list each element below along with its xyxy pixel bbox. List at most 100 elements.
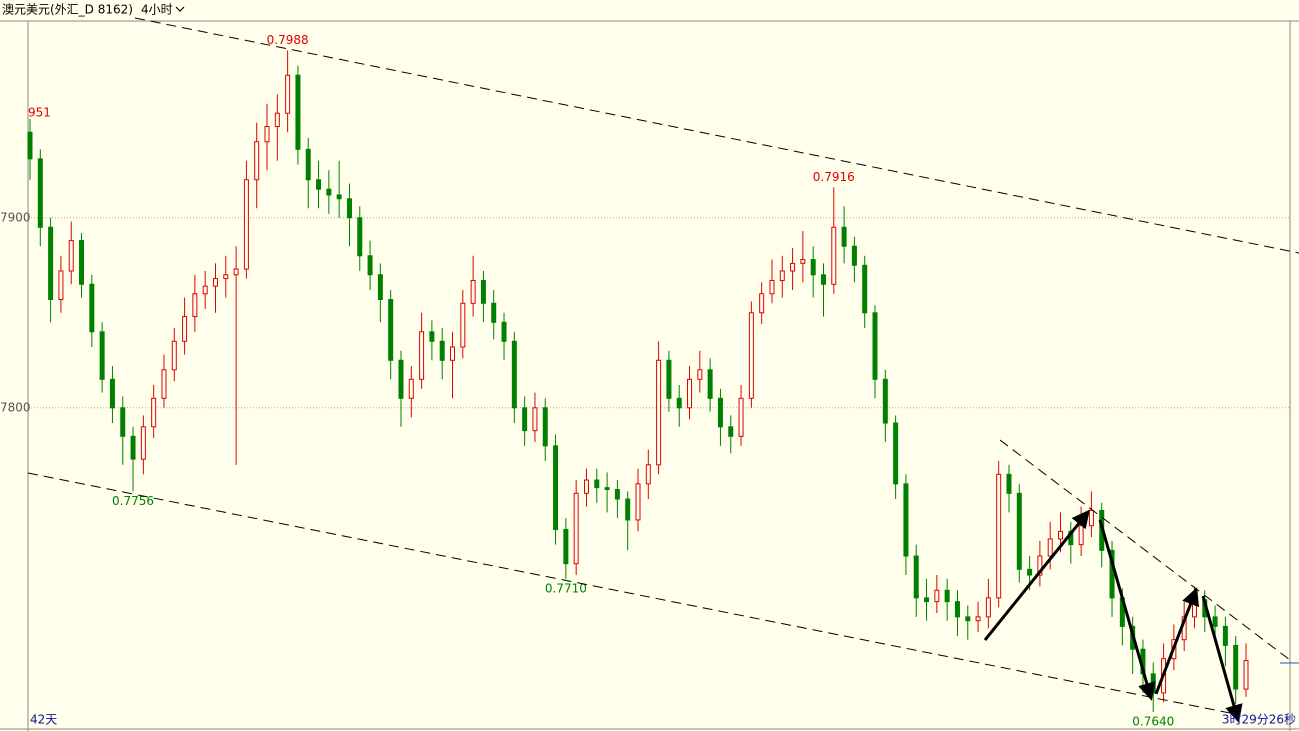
symbol-label: 澳元美元(外汇_D 8162) <box>2 3 133 17</box>
candle-body <box>346 198 352 219</box>
candle-body <box>831 226 837 285</box>
side-label: 951 <box>28 106 51 120</box>
footer-left: 42天 <box>30 713 57 727</box>
candle-body <box>573 492 579 565</box>
candle-body <box>965 616 971 622</box>
candle-body <box>264 126 270 143</box>
candle-body <box>748 312 754 399</box>
candle-body <box>419 331 425 380</box>
candle-body <box>182 316 188 342</box>
candle-body <box>27 131 33 160</box>
arrows <box>983 509 1243 723</box>
candle-body <box>934 589 940 603</box>
price-annotation: 0.7756 <box>112 494 154 508</box>
candle-body <box>295 74 301 150</box>
header-bar <box>0 0 1299 20</box>
candle-body <box>676 397 682 409</box>
candle-body <box>501 321 507 342</box>
trend-lines <box>27 17 1299 716</box>
footer-right: 3时29分26秒 <box>1222 713 1296 727</box>
candle-body <box>68 240 74 272</box>
candle-body <box>666 359 672 399</box>
candle-body <box>563 528 569 565</box>
candle-body <box>820 274 826 285</box>
candle-body <box>223 274 229 280</box>
candle-body <box>460 302 466 348</box>
candle-body <box>58 270 64 300</box>
candle-body <box>305 148 311 181</box>
candle-body <box>243 179 249 270</box>
candle-body <box>975 616 981 622</box>
y-tick-label: 7800 <box>0 400 31 414</box>
candle-body <box>1006 473 1012 494</box>
candle-body <box>377 274 383 300</box>
candle-body <box>954 601 960 618</box>
candle-body <box>810 259 816 276</box>
candle-body <box>985 597 991 618</box>
candle-body <box>233 268 239 276</box>
candle-body <box>553 445 559 530</box>
candle-body <box>862 264 868 314</box>
candle-body <box>408 378 414 399</box>
candle-body <box>1233 644 1239 690</box>
price-annotation: 0.7988 <box>267 33 309 47</box>
candle-body <box>480 279 486 304</box>
candle-body <box>769 279 775 295</box>
candle-body <box>212 278 218 287</box>
price-annotation: 0.7916 <box>813 170 855 184</box>
candle-body <box>728 426 734 437</box>
candle-body <box>522 407 528 432</box>
candle-body <box>316 179 322 190</box>
candle-body <box>79 240 85 285</box>
candle-body <box>285 74 291 114</box>
candle-body <box>996 473 1002 599</box>
candle-body <box>161 369 167 399</box>
candle-body <box>202 285 208 295</box>
candle-body <box>635 483 641 521</box>
candle-body <box>913 555 919 599</box>
candle-body <box>790 262 796 272</box>
resistance-line <box>999 439 1291 661</box>
candle-body <box>903 483 909 557</box>
candle-body <box>1058 530 1064 540</box>
candle-body <box>687 378 693 409</box>
candle-body <box>326 188 332 196</box>
channel-top <box>134 17 1299 254</box>
candle-body <box>37 158 43 228</box>
arrow <box>1154 587 1200 695</box>
candle-body <box>120 407 126 437</box>
candle-body <box>171 340 177 371</box>
candle-body <box>1191 599 1197 618</box>
candle-body <box>140 426 146 460</box>
candle-body <box>254 141 260 181</box>
candle-body <box>542 407 548 447</box>
candle-body <box>604 487 610 491</box>
price-annotation: 0.7710 <box>545 581 587 595</box>
candle-body <box>944 589 950 603</box>
candle-body <box>841 226 847 247</box>
candle-body <box>882 378 888 424</box>
price-annotation: 0.7640 <box>1132 714 1174 728</box>
candle-body <box>697 369 703 380</box>
period-chevron[interactable] <box>175 6 185 12</box>
candle-body <box>89 283 95 333</box>
candle-body <box>336 194 342 200</box>
candle-body <box>645 464 651 485</box>
candle-body <box>717 397 723 428</box>
candle-body <box>851 245 857 266</box>
candle-body <box>357 217 363 257</box>
candle-body <box>707 369 713 399</box>
candle-body <box>511 340 517 409</box>
candle-body <box>1037 555 1043 576</box>
candle-body <box>429 331 435 342</box>
candle-body <box>439 340 445 361</box>
arrow <box>983 509 1090 641</box>
candle-body <box>1088 509 1094 527</box>
candle-body <box>151 397 157 428</box>
candle-body <box>872 312 878 380</box>
candle-body <box>1150 673 1156 694</box>
channel-bottom <box>27 472 1241 716</box>
period-selector[interactable]: 4小时 <box>141 3 173 17</box>
candle-body <box>398 359 404 399</box>
